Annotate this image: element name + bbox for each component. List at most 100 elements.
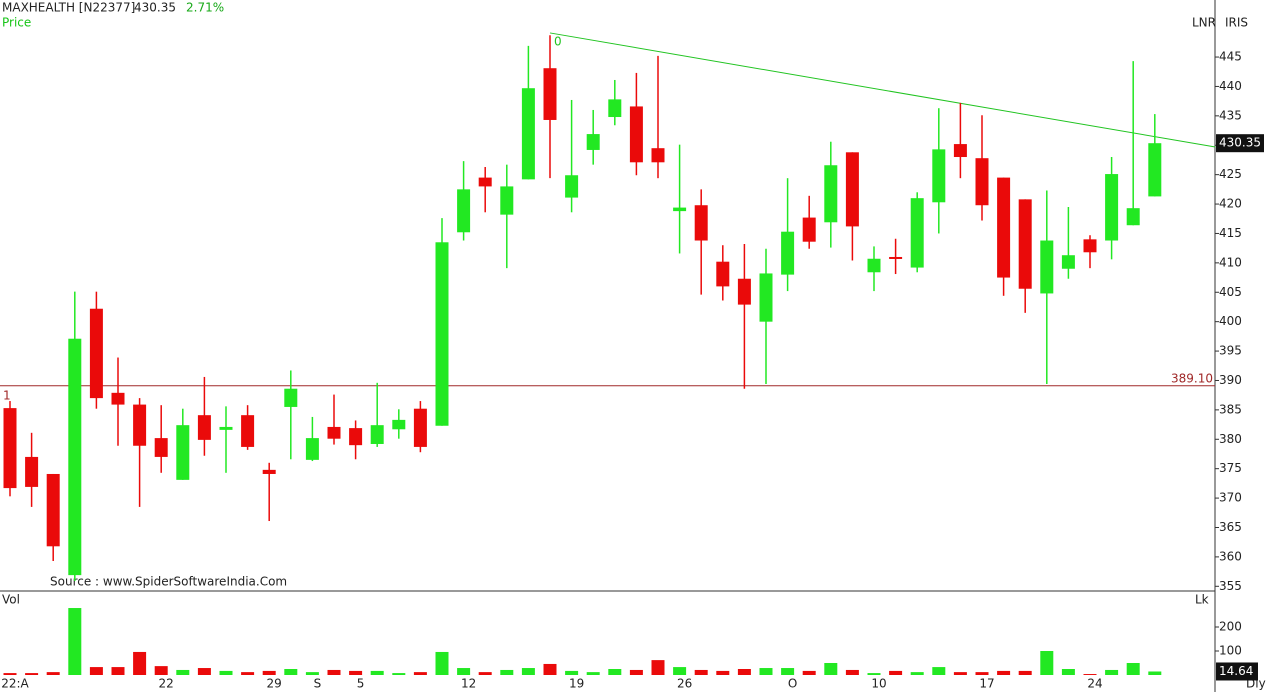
candle-body [3,408,17,489]
candle-body [219,426,233,430]
candle-body [932,149,946,203]
candle-body [370,425,384,444]
x-tick-label: 22 [159,677,174,691]
y-tick-label: 435 [1219,108,1242,122]
candle-body [953,144,967,158]
volume-bar [111,667,125,675]
x-tick-label: 5 [357,677,365,691]
volume-bar [392,673,406,675]
volume-bar [435,651,449,675]
candle-body [910,198,924,268]
candle-body [759,273,773,322]
volume-bar [3,673,17,675]
volume-bar [824,662,838,675]
candle-body [543,68,557,120]
y-tick-label: 405 [1219,285,1242,299]
y-tick-label: 390 [1219,373,1242,387]
volume-bar [89,667,103,675]
trendline [549,32,1216,148]
candle-body [716,261,730,287]
y-tick-label: 370 [1219,491,1242,505]
candle-body [133,404,147,446]
candle-body [1061,255,1075,269]
candle-body [197,415,211,440]
volume-bar [997,670,1011,675]
volume-bar [629,669,643,675]
candle-body [651,148,665,163]
candle-body [1018,199,1032,289]
volume-bar [694,669,708,675]
symbol: MAXHEALTH [N22377] [2,1,135,15]
candle-body [565,175,579,198]
volume-bar [500,669,514,675]
volume-bar [457,668,471,675]
candle-body [435,242,449,426]
x-tick-label: 19 [569,677,584,691]
candle-body [111,392,125,405]
volume-bar [673,667,687,675]
y-tick-label: 355 [1219,579,1242,593]
volume-bar [716,670,730,675]
y-tick-label: 375 [1219,461,1242,475]
volume-bar [327,669,341,675]
source: Source : www.SpiderSoftwareIndia.Com [50,575,287,589]
candle-body [89,308,103,399]
volume-bar [543,663,557,675]
candle-body [737,278,751,305]
y-tick-label: 410 [1219,255,1242,269]
volume-bar [25,673,39,675]
candle-body [68,338,82,576]
x-tick-label: 26 [677,677,692,691]
candle-body [478,177,492,187]
x-tick-label: 10 [871,677,886,691]
volume-bar [867,673,881,675]
volume-bar [1018,670,1032,675]
candle-body [241,415,255,447]
candle-body [25,456,39,487]
volume-bar [413,672,427,675]
candle-body [521,88,535,180]
volume-bar [1126,662,1140,675]
y-tick-label: 445 [1219,50,1242,64]
volume-bar [305,672,319,675]
volume-bar [1105,669,1119,675]
candle-body [824,165,838,223]
candle-body [867,258,881,273]
last-volume-box [1216,662,1258,681]
candle-body [457,189,471,233]
change: 2.71% [186,1,224,15]
volume-bar [1148,671,1162,675]
candle-body [305,438,319,460]
volume-bar [932,667,946,675]
volume-bar [68,608,82,675]
volume-bar [737,668,751,675]
volume-bar [608,668,622,675]
y-tick-label: 100 [1219,643,1242,657]
volume-bar [197,668,211,675]
panel-label: Price [2,16,31,30]
y-tick-label: 440 [1219,79,1242,93]
candle-body [413,408,427,447]
volume-bar [284,668,298,675]
x-tick-label: 22:A [1,677,29,691]
candle-body [349,428,363,446]
unit: Lk [1195,593,1209,607]
volume-bar [349,670,363,675]
y-tick-label: 395 [1219,344,1242,358]
candle-body [629,106,643,163]
candle-body [46,473,60,547]
volume-bar [802,670,816,675]
volume-bar [953,672,967,675]
tag: LNR [1192,16,1216,30]
y-tick-label: 415 [1219,226,1242,240]
volume-bar [975,672,989,675]
candle-body [500,186,514,215]
candle-body [608,99,622,118]
last-volume-label: 14.64 [1219,664,1253,678]
x-tick-label: 29 [267,677,282,691]
last-price: 430.35 [134,1,176,15]
y-tick-label: 425 [1219,167,1242,181]
y-tick-label: 365 [1219,520,1242,534]
y-tick-label: 385 [1219,402,1242,416]
